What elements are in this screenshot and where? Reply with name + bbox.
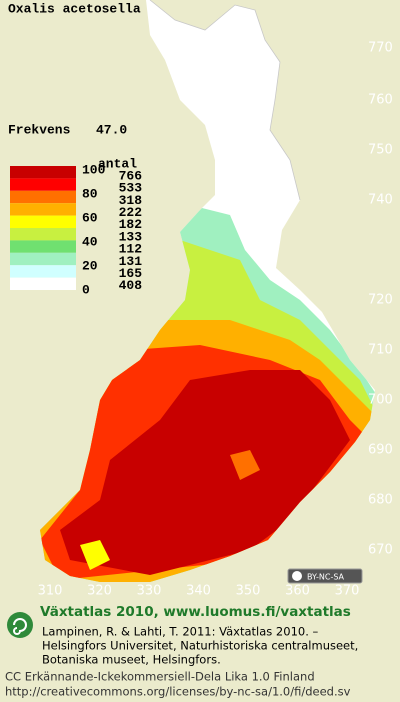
legend-count: 318 xyxy=(119,193,143,208)
license-badge: BY-NC-SA xyxy=(287,568,363,584)
license-badge-text: BY-NC-SA xyxy=(307,573,345,582)
north-grid-label: 700 xyxy=(368,393,393,408)
legend-count: 408 xyxy=(119,278,143,293)
east-grid-label: 350 xyxy=(236,584,261,599)
legend-scale-label: 20 xyxy=(82,259,98,274)
logo xyxy=(7,612,33,638)
east-grid-label: 330 xyxy=(137,584,162,599)
east-grid-label: 360 xyxy=(285,584,310,599)
north-grid-label: 690 xyxy=(368,443,393,458)
legend-count: 131 xyxy=(119,254,143,269)
count-header: antal xyxy=(98,156,137,171)
legend-scale-label: 0 xyxy=(82,283,90,298)
border xyxy=(149,0,301,201)
legend-swatch xyxy=(10,178,76,191)
legend-swatch xyxy=(10,252,76,266)
legend-swatch xyxy=(10,166,76,179)
frequency-value: 47.0 xyxy=(96,122,127,137)
east-grid-label: 310 xyxy=(38,584,63,599)
legend-count: 165 xyxy=(119,266,143,281)
citation-line: Botaniska museet, Helsingfors. xyxy=(42,653,221,667)
north-grid-label: 670 xyxy=(368,543,393,558)
species-title: Oxalis acetosella xyxy=(8,1,141,16)
grid-labels: 770 760 750 740 720 710 700 690 680 670 310 320 330 3… xyxy=(38,41,393,599)
legend-count: 182 xyxy=(119,217,143,232)
east-grid-label: 320 xyxy=(87,584,112,599)
legend-swatch xyxy=(10,277,76,290)
north-grid-label: 760 xyxy=(368,93,393,108)
license-line: CC Erkännande-Ickekommersiell-Dela Lika … xyxy=(5,670,315,684)
legend-swatch xyxy=(10,240,76,253)
citation-line: Lampinen, R. & Lahti, T. 2011: Växtatlas… xyxy=(42,625,319,639)
legend-scale-label: 60 xyxy=(82,211,98,226)
legend-swatch xyxy=(10,228,76,241)
legend: 100 80 60 40 20 0 7665333182221821331121311654… xyxy=(10,162,143,298)
credits-heading: Växtatlas 2010, www.luomus.fi/vaxtatlas xyxy=(40,604,351,620)
legend-swatch xyxy=(10,265,76,278)
north-grid-label: 740 xyxy=(368,193,393,208)
citation-line: Helsingfors Universitet, Naturhistoriska… xyxy=(42,639,358,653)
legend-count: 112 xyxy=(119,242,143,257)
east-grid-label: 340 xyxy=(186,584,211,599)
legend-scale-label: 100 xyxy=(82,162,106,177)
legend-count: 766 xyxy=(119,168,143,183)
license-line: http://creativecommons.org/licenses/by-n… xyxy=(5,685,351,699)
north-grid-label: 680 xyxy=(368,493,393,508)
north-grid-label: 720 xyxy=(368,293,393,308)
legend-count: 133 xyxy=(119,229,143,244)
frequency-label: Frekvens xyxy=(8,122,71,137)
north-grid-label: 770 xyxy=(368,41,393,56)
legend-swatch xyxy=(10,190,76,204)
legend-count: 533 xyxy=(119,181,143,196)
legend-swatch xyxy=(10,203,76,216)
legend-scale-label: 80 xyxy=(82,186,98,201)
north-grid-label: 750 xyxy=(368,143,393,158)
north-grid-label: 710 xyxy=(368,343,393,358)
legend-count: 222 xyxy=(119,205,143,220)
legend-swatch xyxy=(10,215,76,228)
east-grid-label: 370 xyxy=(335,584,360,599)
legend-scale-label: 40 xyxy=(82,235,98,250)
